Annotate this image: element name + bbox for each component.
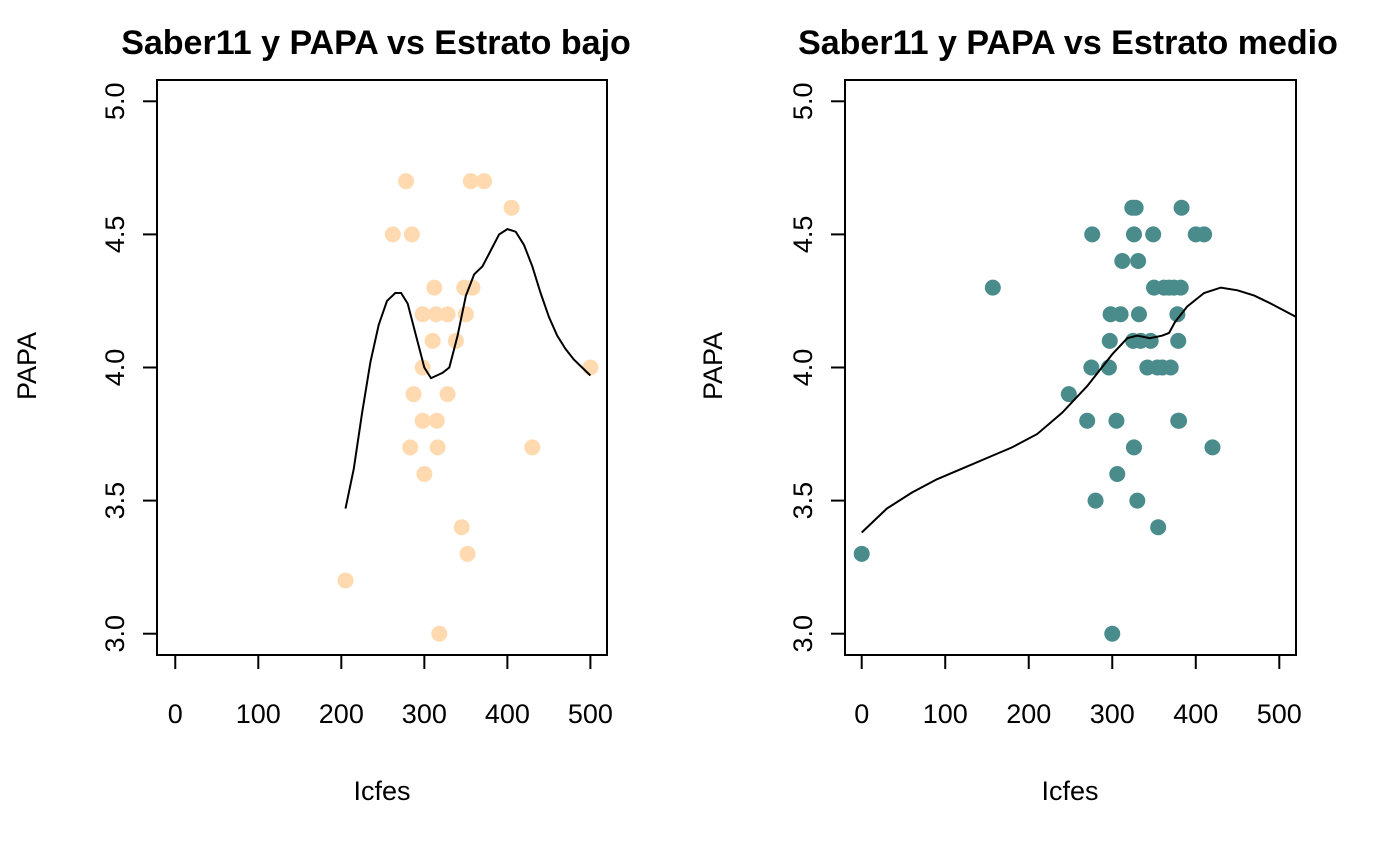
data-point	[459, 545, 476, 562]
data-point	[414, 306, 431, 323]
data-point	[1087, 492, 1104, 509]
x-tick-label: 400	[485, 699, 530, 729]
data-point	[1109, 465, 1126, 482]
data-point	[428, 412, 445, 429]
y-tick-label: 3.0	[788, 615, 818, 653]
data-point	[416, 465, 433, 482]
scatter-points	[337, 173, 599, 642]
data-point	[1130, 253, 1147, 270]
data-point	[439, 386, 456, 403]
data-point	[1114, 253, 1131, 270]
data-point	[1171, 412, 1188, 429]
data-point	[476, 173, 493, 190]
y-axis: 3.0 3.5 4.0 4.5 5.0	[788, 83, 846, 653]
y-tick-label: 4.0	[100, 349, 130, 387]
plot-frame	[156, 79, 608, 656]
data-point	[1162, 359, 1179, 376]
data-point	[1172, 279, 1189, 296]
y-axis: 3.0 3.5 4.0 4.5 5.0	[100, 83, 158, 653]
x-tick-label: 500	[1257, 699, 1302, 729]
data-point	[405, 386, 422, 403]
y-tick-label: 5.0	[100, 83, 130, 121]
panel-estrato-bajo: Saber11 y PAPA vs Estrato bajo 0 100 200 30…	[12, 24, 631, 806]
data-point	[337, 572, 354, 589]
data-point	[1083, 359, 1100, 376]
data-point	[1129, 492, 1146, 509]
x-tick-label: 300	[1090, 699, 1135, 729]
scatter-points	[853, 199, 1221, 642]
x-tick-label: 200	[319, 699, 364, 729]
data-point	[1125, 439, 1142, 456]
x-tick-label: 200	[1006, 699, 1051, 729]
y-tick-label: 4.0	[788, 349, 818, 387]
data-point	[582, 359, 599, 376]
x-tick-label: 300	[402, 699, 447, 729]
y-tick-label: 3.0	[100, 615, 130, 653]
x-axis: 0 100 200 300 400 500	[168, 654, 613, 729]
plot-frame	[844, 79, 1297, 656]
x-axis-label: Icfes	[353, 776, 410, 806]
x-tick-label: 0	[854, 699, 869, 729]
data-point	[1104, 625, 1121, 642]
chart-title: Saber11 y PAPA vs Estrato bajo	[121, 24, 631, 62]
data-point	[403, 226, 420, 243]
data-point	[426, 279, 443, 296]
smooth-line	[344, 228, 592, 509]
data-point	[398, 173, 415, 190]
data-point	[431, 625, 448, 642]
data-point	[384, 226, 401, 243]
data-point	[1196, 226, 1213, 243]
y-tick-label: 4.5	[100, 216, 130, 254]
data-point	[1084, 226, 1101, 243]
smooth-line	[861, 286, 1297, 534]
x-tick-label: 500	[568, 699, 613, 729]
chart-title: Saber11 y PAPA vs Estrato medio	[798, 24, 1338, 62]
data-point	[524, 439, 541, 456]
data-point	[1108, 412, 1125, 429]
x-tick-label: 0	[168, 699, 183, 729]
data-point	[984, 279, 1001, 296]
data-point	[1204, 439, 1221, 456]
data-point	[1127, 199, 1144, 216]
panel-estrato-medio: Saber11 y PAPA vs Estrato medio 0 100 200 3…	[698, 24, 1338, 806]
data-point	[1150, 519, 1167, 536]
data-point	[1169, 306, 1186, 323]
data-point	[427, 306, 444, 323]
data-point	[1170, 332, 1187, 349]
x-tick-label: 400	[1173, 699, 1218, 729]
y-axis-label: PAPA	[12, 332, 42, 400]
y-tick-label: 4.5	[788, 216, 818, 254]
data-point	[1101, 332, 1118, 349]
data-point	[1142, 332, 1159, 349]
data-point	[1112, 306, 1129, 323]
data-point	[1173, 199, 1190, 216]
data-point	[1125, 226, 1142, 243]
data-point	[503, 199, 520, 216]
x-tick-label: 100	[236, 699, 281, 729]
data-point	[402, 439, 419, 456]
data-point	[853, 545, 870, 562]
y-axis-label: PAPA	[698, 332, 728, 400]
data-point	[1060, 386, 1077, 403]
data-point	[1145, 226, 1162, 243]
x-tick-label: 100	[923, 699, 968, 729]
y-tick-label: 5.0	[788, 83, 818, 121]
data-point	[1130, 306, 1147, 323]
data-point	[439, 306, 456, 323]
data-point	[414, 412, 431, 429]
data-point	[1100, 359, 1117, 376]
data-point	[424, 332, 441, 349]
data-point	[453, 519, 470, 536]
data-point	[429, 439, 446, 456]
data-point	[1079, 412, 1096, 429]
y-tick-label: 3.5	[100, 482, 130, 520]
x-axis: 0 100 200 300 400 500	[854, 654, 1302, 729]
x-axis-label: Icfes	[1041, 776, 1098, 806]
data-point	[462, 173, 479, 190]
y-tick-label: 3.5	[788, 482, 818, 520]
